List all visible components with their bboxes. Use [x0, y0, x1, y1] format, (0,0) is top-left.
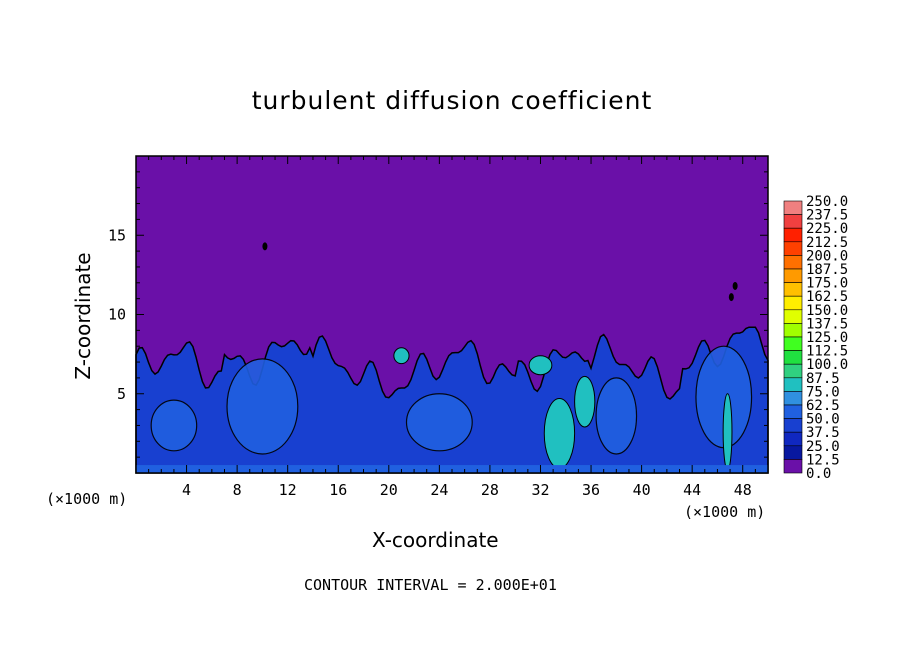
x-tick-label: 16 — [329, 481, 347, 499]
colorbar-label: 162.5 — [806, 289, 848, 305]
colorbar-swatch — [783, 445, 803, 460]
x-tick-label: 32 — [531, 481, 549, 499]
colorbar-swatch — [783, 323, 803, 338]
colorbar-swatch — [783, 255, 803, 270]
chart-title: turbulent diffusion coefficient — [251, 86, 653, 115]
x-tick-label: 24 — [430, 481, 448, 499]
colorbar-label: 212.5 — [806, 235, 848, 251]
x-tick-label: 48 — [734, 481, 752, 499]
colorbar-label: 137.5 — [806, 316, 848, 332]
colorbar-swatch — [783, 377, 803, 392]
colorbar-label: 75.0 — [806, 384, 840, 400]
x-unit-label-left: (×1000 m) — [46, 490, 128, 508]
x-tick-label: 40 — [633, 481, 651, 499]
colorbar-label: 250.0 — [806, 194, 848, 210]
colorbar-label: 87.5 — [806, 371, 840, 387]
x-axis-label: X-coordinate — [372, 528, 499, 552]
isolated-contour — [262, 242, 268, 251]
colorbar-swatch — [783, 282, 803, 297]
high-value-patch — [574, 375, 596, 428]
x-tick-label: 20 — [380, 481, 398, 499]
high-value-patch — [528, 355, 553, 376]
x-tick-label: 8 — [233, 481, 242, 499]
x-unit-label-right: (×1000 m) — [684, 503, 766, 521]
colorbar-label: 225.0 — [806, 221, 848, 237]
colorbar-swatch — [783, 350, 803, 365]
colorbar-swatch — [783, 200, 803, 215]
plot-area — [135, 156, 769, 474]
y-tick-label: 15 — [108, 226, 126, 244]
eddy-region — [226, 358, 299, 455]
colorbar-label: 237.5 — [806, 208, 848, 224]
colorbar: 250.0237.5225.0212.5200.0187.5175.0162.5… — [783, 194, 848, 482]
colorbar-swatch — [783, 214, 803, 229]
colorbar-label: 175.0 — [806, 276, 848, 292]
x-tick-label: 44 — [683, 481, 701, 499]
high-value-patch — [722, 393, 733, 471]
colorbar-label: 187.5 — [806, 262, 848, 278]
eddy-region — [595, 377, 638, 455]
eddy-region — [150, 399, 198, 452]
colorbar-label: 112.5 — [806, 344, 848, 360]
colorbar-swatch — [783, 391, 803, 406]
contour-interval-note: CONTOUR INTERVAL = 2.000E+01 — [304, 576, 557, 594]
eddy-region — [405, 393, 473, 452]
colorbar-swatch — [783, 404, 803, 419]
colorbar-label: 62.5 — [806, 398, 840, 414]
colorbar-swatch — [783, 431, 803, 447]
isolated-contour — [728, 293, 734, 302]
colorbar-swatch — [783, 268, 803, 283]
colorbar-label: 125.0 — [806, 330, 848, 346]
x-tick-label: 36 — [582, 481, 600, 499]
colorbar-swatch — [783, 227, 803, 243]
colorbar-swatch — [783, 336, 803, 351]
colorbar-swatch — [783, 459, 803, 474]
isolated-contour — [732, 281, 738, 290]
y-tick-label: 10 — [108, 306, 126, 324]
colorbar-swatch — [783, 363, 803, 379]
high-value-patch — [393, 347, 410, 365]
colorbar-label: 100.0 — [806, 357, 848, 373]
colorbar-swatch — [783, 241, 803, 256]
colorbar-label: 25.0 — [806, 439, 840, 455]
colorbar-label: 12.5 — [806, 452, 840, 468]
high-value-patch — [543, 398, 576, 469]
colorbar-label: 0.0 — [806, 466, 831, 482]
x-tick-label: 12 — [279, 481, 297, 499]
colorbar-label: 50.0 — [806, 412, 840, 428]
colorbar-swatch — [783, 295, 803, 311]
colorbar-swatch — [783, 309, 803, 324]
y-tick-label: 5 — [117, 385, 126, 403]
x-tick-label: 28 — [481, 481, 499, 499]
colorbar-swatch — [783, 418, 803, 433]
colorbar-label: 150.0 — [806, 303, 848, 319]
colorbar-label: 200.0 — [806, 248, 848, 264]
colorbar-label: 37.5 — [806, 425, 840, 441]
x-tick-label: 4 — [182, 481, 191, 499]
